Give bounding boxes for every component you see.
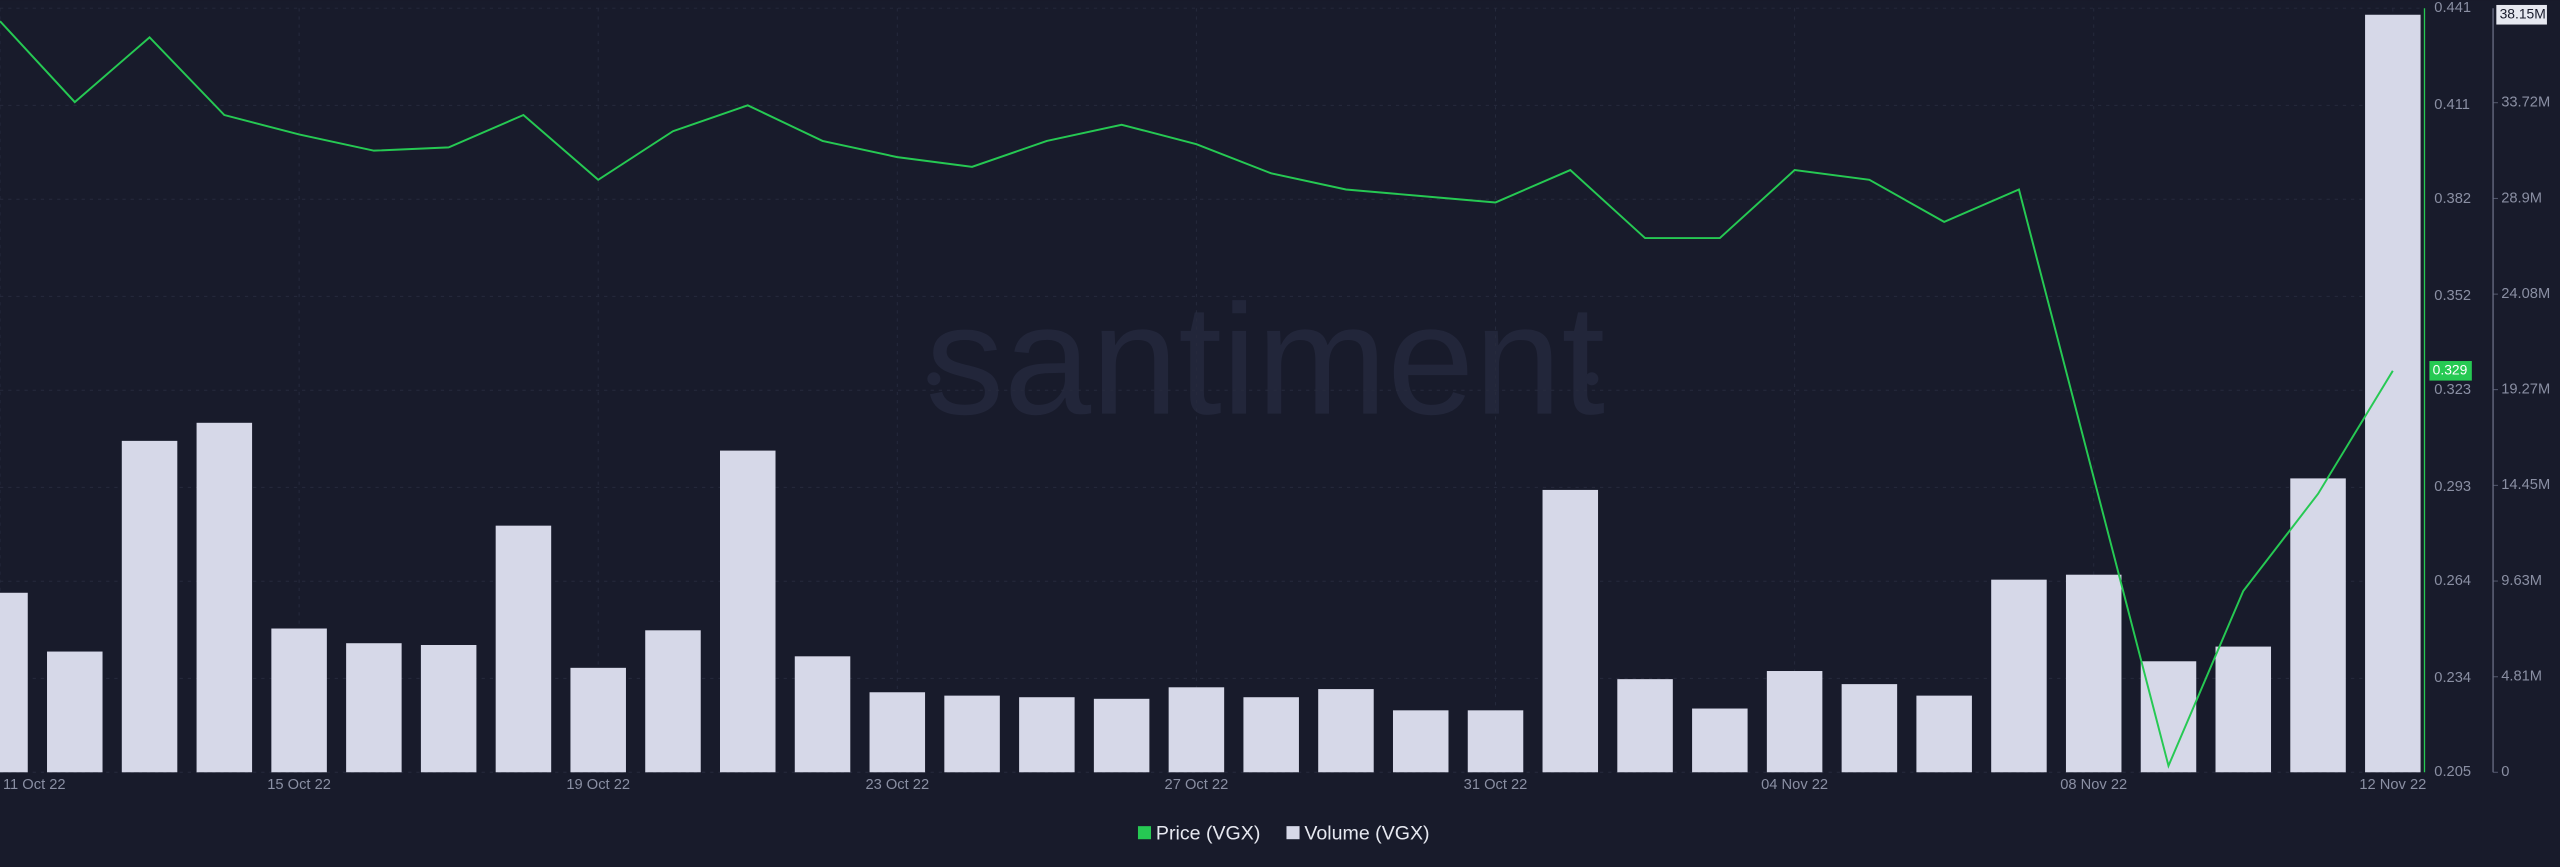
watermark-dot bbox=[1585, 372, 1599, 386]
y2-tick-label: 4.81M bbox=[2501, 669, 2542, 685]
volume-bar bbox=[645, 630, 701, 773]
y2-tick-label: 33.72M bbox=[2501, 95, 2550, 111]
volume-bar bbox=[1542, 489, 1599, 773]
price-line bbox=[0, 20, 2394, 769]
volume-bar bbox=[1617, 679, 1673, 773]
y-tick-label: 0.264 bbox=[2434, 573, 2471, 589]
volume-bar bbox=[1392, 710, 1449, 773]
volume-bar bbox=[944, 695, 1000, 773]
y2-tick-label: 9.63M bbox=[2501, 573, 2542, 589]
volume-bar bbox=[0, 592, 28, 773]
volume-bar bbox=[570, 667, 626, 773]
volume-bar bbox=[869, 692, 926, 773]
volume-bar bbox=[2065, 574, 2122, 773]
last-value-label: 0.329 bbox=[2433, 361, 2468, 377]
volume-bar bbox=[47, 651, 103, 773]
y-tick-label: 0.411 bbox=[2434, 97, 2470, 113]
volume-bar bbox=[1467, 710, 1524, 773]
volume-bar bbox=[1841, 684, 1898, 773]
y2-tick-label: 14.45M bbox=[2501, 477, 2550, 493]
volume-bar bbox=[1766, 671, 1823, 773]
volume-bar bbox=[1692, 708, 1748, 773]
volume-bar bbox=[271, 628, 327, 773]
y2-tick-label: 28.9M bbox=[2501, 190, 2542, 206]
x-tick-label: 27 Oct 22 bbox=[1165, 777, 1229, 793]
x-tick-label: 12 Nov 22 bbox=[2359, 777, 2426, 793]
legend-text: Volume (VGX) bbox=[1304, 822, 1429, 844]
y2-tick-label: 24.08M bbox=[2501, 286, 2550, 302]
volume-bar bbox=[794, 656, 851, 773]
legend-text: Price (VGX) bbox=[1156, 822, 1260, 844]
last-value-label: 38.15M bbox=[2500, 5, 2546, 21]
last-value-box bbox=[2429, 361, 2472, 381]
volume-bar bbox=[1243, 697, 1299, 773]
watermark: santiment bbox=[926, 273, 1605, 448]
volume-bar bbox=[121, 440, 178, 773]
legend-swatch bbox=[1137, 826, 1152, 840]
x-tick-label: 08 Nov 22 bbox=[2060, 777, 2127, 793]
x-tick-label: 11 Oct 22 bbox=[3, 777, 66, 793]
y-tick-label: 0.441 bbox=[2434, 0, 2471, 16]
legend-swatch bbox=[1286, 826, 1300, 840]
x-tick-label: 23 Oct 22 bbox=[865, 777, 929, 793]
y-tick-label: 0.323 bbox=[2434, 382, 2471, 398]
volume-bar bbox=[1093, 698, 1150, 773]
watermark-dot bbox=[927, 372, 941, 386]
volume-bar bbox=[196, 422, 253, 773]
x-tick-label: 15 Oct 22 bbox=[267, 777, 331, 793]
y-tick-label: 0.205 bbox=[2434, 764, 2471, 780]
volume-bar bbox=[346, 643, 402, 773]
volume-bar bbox=[2215, 646, 2272, 773]
volume-bar bbox=[720, 450, 776, 773]
volume-bar bbox=[1019, 697, 1075, 773]
volume-bar bbox=[420, 644, 477, 773]
x-tick-label: 19 Oct 22 bbox=[566, 777, 630, 793]
y-tick-label: 0.352 bbox=[2434, 288, 2471, 304]
y2-tick-label: 0 bbox=[2501, 764, 2509, 780]
volume-bar bbox=[495, 525, 552, 773]
y-tick-label: 0.234 bbox=[2434, 670, 2471, 686]
volume-bar bbox=[2140, 661, 2197, 773]
y-tick-label: 0.293 bbox=[2434, 479, 2471, 495]
volume-bar bbox=[1991, 579, 2047, 773]
volume-bar bbox=[2365, 14, 2421, 773]
volume-bar bbox=[1168, 687, 1225, 773]
volume-bar bbox=[2290, 478, 2346, 773]
y2-tick-label: 19.27M bbox=[2501, 382, 2550, 398]
last-value-box bbox=[2496, 4, 2547, 25]
volume-bar bbox=[1916, 695, 1972, 773]
y-tick-label: 0.382 bbox=[2434, 191, 2471, 207]
x-tick-label: 31 Oct 22 bbox=[1464, 777, 1528, 793]
x-tick-label: 04 Nov 22 bbox=[1761, 777, 1828, 793]
volume-bar bbox=[1318, 689, 1374, 773]
